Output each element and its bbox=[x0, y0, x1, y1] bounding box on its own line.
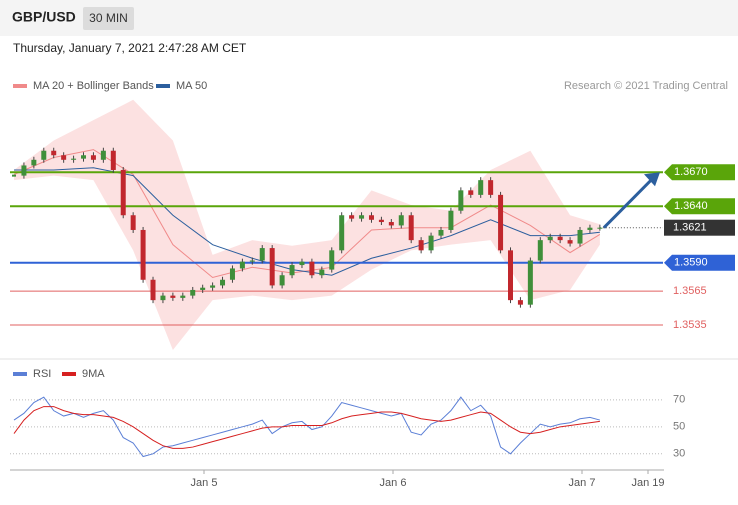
candle bbox=[378, 219, 384, 223]
candle bbox=[51, 150, 57, 156]
candle bbox=[577, 229, 583, 244]
candle bbox=[557, 236, 563, 241]
candle bbox=[458, 190, 464, 211]
timestamp: Thursday, January 7, 2021 2:47:28 AM CET bbox=[13, 41, 247, 55]
price-tag bbox=[664, 219, 735, 236]
x-tick-label: Jan 19 bbox=[631, 477, 664, 489]
candle bbox=[130, 215, 136, 230]
candle bbox=[81, 155, 87, 159]
price-tag bbox=[664, 254, 735, 271]
candle bbox=[100, 150, 106, 160]
forecast-arrow bbox=[602, 178, 654, 229]
candle bbox=[90, 155, 96, 160]
candle bbox=[418, 240, 424, 251]
candle bbox=[587, 227, 593, 230]
x-tick-label: Jan 7 bbox=[569, 477, 596, 489]
rsi-line bbox=[13, 406, 600, 449]
candle bbox=[408, 215, 414, 241]
candle bbox=[349, 215, 355, 219]
legend-label: MA 50 bbox=[176, 80, 207, 92]
price-label: 1.3535 bbox=[673, 319, 707, 331]
candle bbox=[517, 300, 523, 305]
candle bbox=[359, 215, 365, 219]
legend-label: RSI bbox=[33, 368, 51, 380]
candle bbox=[448, 210, 454, 230]
candle bbox=[249, 260, 255, 262]
legend-swatch bbox=[62, 372, 76, 376]
legend-swatch bbox=[13, 372, 27, 376]
legend-label: 9MA bbox=[82, 368, 105, 380]
candle bbox=[150, 279, 156, 301]
candle bbox=[279, 275, 285, 286]
candle bbox=[547, 236, 553, 241]
candle bbox=[508, 250, 513, 301]
candle bbox=[428, 235, 434, 251]
candle bbox=[329, 250, 335, 270]
legend-swatch bbox=[13, 84, 27, 88]
price-label: 1.3565 bbox=[673, 285, 707, 297]
candle bbox=[110, 150, 116, 170]
x-tick-label: Jan 5 bbox=[191, 477, 218, 489]
candle bbox=[31, 159, 37, 166]
interval[interactable]: 30 MIN bbox=[89, 11, 128, 25]
candle bbox=[299, 261, 305, 266]
forecast-arrow-head bbox=[644, 172, 660, 187]
interval-button[interactable] bbox=[83, 7, 134, 30]
candle bbox=[309, 261, 315, 276]
bollinger-band bbox=[14, 99, 600, 350]
candle bbox=[488, 180, 494, 195]
candle bbox=[210, 285, 216, 288]
candle bbox=[190, 289, 196, 296]
legend-swatch bbox=[156, 84, 170, 88]
candle bbox=[438, 229, 444, 236]
candle bbox=[567, 240, 573, 244]
price-tag bbox=[664, 198, 735, 215]
legend-label: MA 20 + Bollinger Bands bbox=[33, 80, 154, 92]
candle bbox=[478, 180, 484, 195]
candle bbox=[200, 287, 206, 290]
candle bbox=[319, 269, 325, 276]
y-tick-label: 30 bbox=[673, 448, 685, 460]
price-label: 1.3621 bbox=[673, 222, 707, 234]
candle bbox=[368, 215, 374, 220]
price-label: 1.3590 bbox=[674, 257, 708, 269]
candle bbox=[229, 268, 235, 280]
x-tick-label: Jan 6 bbox=[380, 477, 407, 489]
candle bbox=[21, 165, 27, 176]
candle bbox=[120, 169, 126, 216]
price-label: 1.3670 bbox=[674, 166, 708, 178]
price-label: 1.3640 bbox=[674, 200, 708, 212]
candle bbox=[498, 194, 504, 251]
candle bbox=[140, 229, 146, 280]
candle bbox=[527, 260, 533, 305]
candle bbox=[239, 261, 245, 269]
candle bbox=[259, 248, 265, 261]
candle bbox=[597, 227, 603, 229]
candle bbox=[41, 150, 47, 160]
candle bbox=[12, 174, 16, 177]
candle bbox=[269, 248, 275, 286]
candle bbox=[220, 279, 226, 286]
candle bbox=[398, 215, 404, 226]
credit: Research © 2021 Trading Central bbox=[564, 80, 728, 92]
candle bbox=[61, 155, 67, 160]
candle bbox=[180, 295, 186, 298]
candle bbox=[289, 265, 295, 276]
y-tick-label: 70 bbox=[673, 394, 685, 406]
symbol: GBP/USD bbox=[12, 9, 76, 25]
candle bbox=[160, 295, 166, 301]
candle bbox=[339, 215, 345, 251]
candle bbox=[71, 158, 77, 160]
price-tag bbox=[664, 164, 735, 181]
candle bbox=[388, 222, 394, 226]
candle bbox=[170, 295, 176, 298]
candle bbox=[468, 190, 474, 195]
y-tick-label: 50 bbox=[673, 421, 685, 433]
candle bbox=[537, 240, 543, 261]
